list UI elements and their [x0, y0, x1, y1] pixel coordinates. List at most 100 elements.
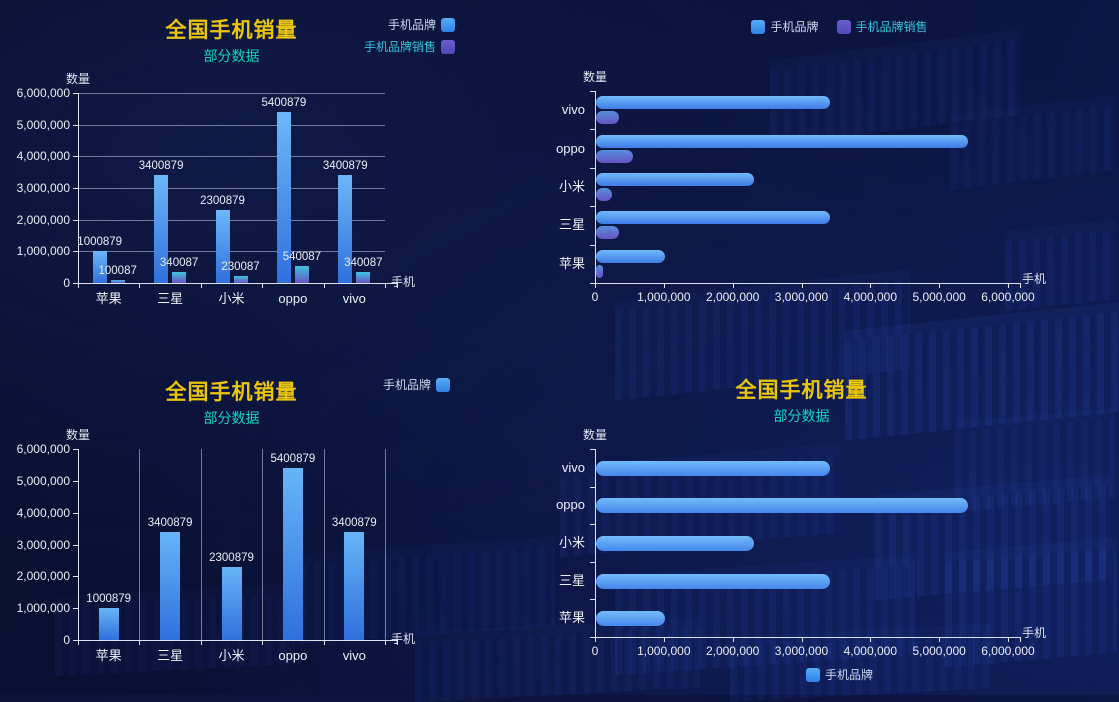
bar-手机品牌销售[interactable]	[596, 149, 634, 163]
bar-手机品牌销售[interactable]	[233, 275, 248, 283]
y-axis-category-label: 三星	[558, 572, 585, 588]
bar-value-label: 3400879	[147, 516, 193, 529]
x-axis-line	[78, 640, 397, 641]
x-axis-tick-label: 5,000,000	[912, 290, 966, 304]
bar-手机品牌销售[interactable]	[596, 226, 620, 240]
y-axis-tick	[73, 188, 78, 189]
bar-value-label: 2300879	[209, 551, 254, 564]
bar-手机品牌[interactable]	[221, 566, 242, 640]
y-axis-tick-label: 5,000,000	[16, 117, 70, 132]
plot-area: 0 1,000,000 2,000,000 3,000,000 4,000,000 5,0…	[0, 0, 460, 340]
grid-line	[78, 93, 385, 94]
x-axis-category-label: vivo	[342, 291, 366, 306]
x-axis-tick-label: 1,000,000	[637, 644, 691, 658]
x-axis-tick-label: 0	[591, 644, 599, 658]
chart-title: 全国手机销量	[735, 379, 868, 402]
bar-手机品牌[interactable]	[276, 111, 291, 283]
bar-value-label: 100087	[98, 264, 137, 277]
legend-item[interactable]: 手机品牌销售	[836, 20, 928, 34]
legend-item[interactable]: 手机品牌	[751, 20, 819, 34]
chart-panel-bottom-right: 全国手机销量 部分数据 手机品牌 0 1,000,000 2,000,000 3,00…	[556, 360, 1119, 695]
x-axis-tick-label: 4,000,000	[843, 290, 898, 304]
legend-swatch-icon	[436, 378, 450, 392]
legend-item[interactable]: 手机品牌	[388, 18, 455, 32]
y-axis-tick	[590, 167, 595, 169]
y-axis-tick	[590, 129, 595, 131]
bar-手机品牌销售[interactable]	[596, 188, 612, 201]
bar-手机品牌销售[interactable]	[294, 265, 309, 283]
bar-手机品牌[interactable]	[338, 175, 353, 283]
bar-手机品牌销售[interactable]	[596, 111, 620, 125]
y-axis-tick	[590, 599, 595, 601]
y-axis-category-label: vivo	[561, 459, 585, 475]
bar-value-label: 2300879	[200, 195, 245, 208]
x-axis-line	[595, 283, 1020, 284]
y-axis-name: 数量	[582, 428, 607, 442]
bar-手机品牌[interactable]	[596, 536, 755, 551]
bar-手机品牌[interactable]	[596, 96, 831, 110]
chart-panel-bottom-left: 全国手机销量 部分数据 手机品牌 0 1,000,000 2,000,000 3,00…	[0, 360, 460, 695]
grid-line	[78, 124, 385, 126]
legend-swatch-icon	[751, 20, 766, 34]
plot-area: 0 1,000,000 2,000,000 3,000,000 4,000,000 5,0…	[556, 360, 1119, 695]
bar-手机品牌销售[interactable]	[110, 279, 125, 283]
legend-label: 手机品牌	[387, 18, 436, 32]
bar-手机品牌[interactable]	[596, 249, 665, 263]
bar-手机品牌[interactable]	[596, 498, 968, 514]
bar-手机品牌[interactable]	[282, 468, 303, 640]
plot-area: 0 1,000,000 2,000,000 3,000,000 4,000,000 5,0…	[0, 360, 460, 695]
bar-手机品牌[interactable]	[596, 211, 831, 225]
grid-line	[78, 156, 385, 158]
x-axis-category-label: 小米	[218, 291, 245, 306]
y-axis-line	[78, 93, 79, 283]
x-axis-tick	[801, 637, 803, 642]
grid-line	[78, 251, 385, 253]
legend-item[interactable]: 手机品牌	[805, 668, 873, 682]
y-axis-tick-label: 0	[63, 276, 70, 290]
legend-swatch-icon	[836, 20, 851, 34]
bar-value-label: 1000879	[77, 236, 123, 249]
x-axis-line	[78, 283, 397, 284]
bar-手机品牌[interactable]	[596, 173, 755, 186]
y-axis-tick-label: 3,000,000	[16, 181, 70, 195]
chart-subtitle: 部分数据	[203, 48, 260, 64]
x-axis-tick	[139, 283, 141, 288]
bar-value-label: 540087	[282, 250, 322, 263]
x-axis-tick-label: 6,000,000	[981, 644, 1035, 658]
bar-手机品牌销售[interactable]	[356, 272, 371, 283]
legend-item[interactable]: 手机品牌销售	[364, 40, 455, 54]
bar-手机品牌[interactable]	[344, 531, 365, 640]
y-axis-tick-label: 6,000,000	[16, 442, 70, 456]
y-axis-tick	[590, 524, 595, 526]
y-axis-category-label: 三星	[558, 217, 585, 233]
x-axis-end-tick	[1020, 283, 1021, 288]
chart-title: 全国手机销量	[165, 19, 298, 42]
bar-手机品牌[interactable]	[215, 210, 230, 283]
y-axis-tick	[73, 576, 78, 578]
bar-手机品牌[interactable]	[92, 251, 107, 283]
x-axis-tick-label: 3,000,000	[774, 290, 829, 304]
y-axis-tick-label: 6,000,000	[16, 86, 70, 100]
y-axis-tick	[590, 449, 595, 450]
bar-手机品牌[interactable]	[596, 611, 665, 627]
x-axis-tick-label: 3,000,000	[774, 644, 829, 658]
x-axis-tick	[939, 637, 941, 642]
bar-手机品牌[interactable]	[154, 175, 169, 283]
x-axis-tick-label: 1,000,000	[637, 290, 691, 304]
bar-手机品牌销售[interactable]	[172, 272, 187, 283]
chart-subtitle: 部分数据	[773, 408, 830, 424]
y-axis-tick	[590, 283, 595, 284]
legend-item[interactable]: 手机品牌	[383, 378, 450, 392]
y-axis-tick	[73, 251, 78, 253]
grid-line	[78, 219, 385, 221]
y-axis-tick	[590, 486, 595, 488]
y-axis-category-label: oppo	[556, 497, 585, 513]
bar-value-label: 5400879	[261, 96, 307, 109]
bar-手机品牌[interactable]	[596, 460, 831, 476]
bar-手机品牌[interactable]	[596, 573, 831, 589]
bar-手机品牌[interactable]	[98, 608, 119, 640]
bar-手机品牌[interactable]	[160, 531, 181, 640]
bar-手机品牌[interactable]	[596, 134, 968, 148]
bar-手机品牌销售[interactable]	[596, 264, 603, 278]
x-axis-category-label: 三星	[157, 291, 184, 306]
